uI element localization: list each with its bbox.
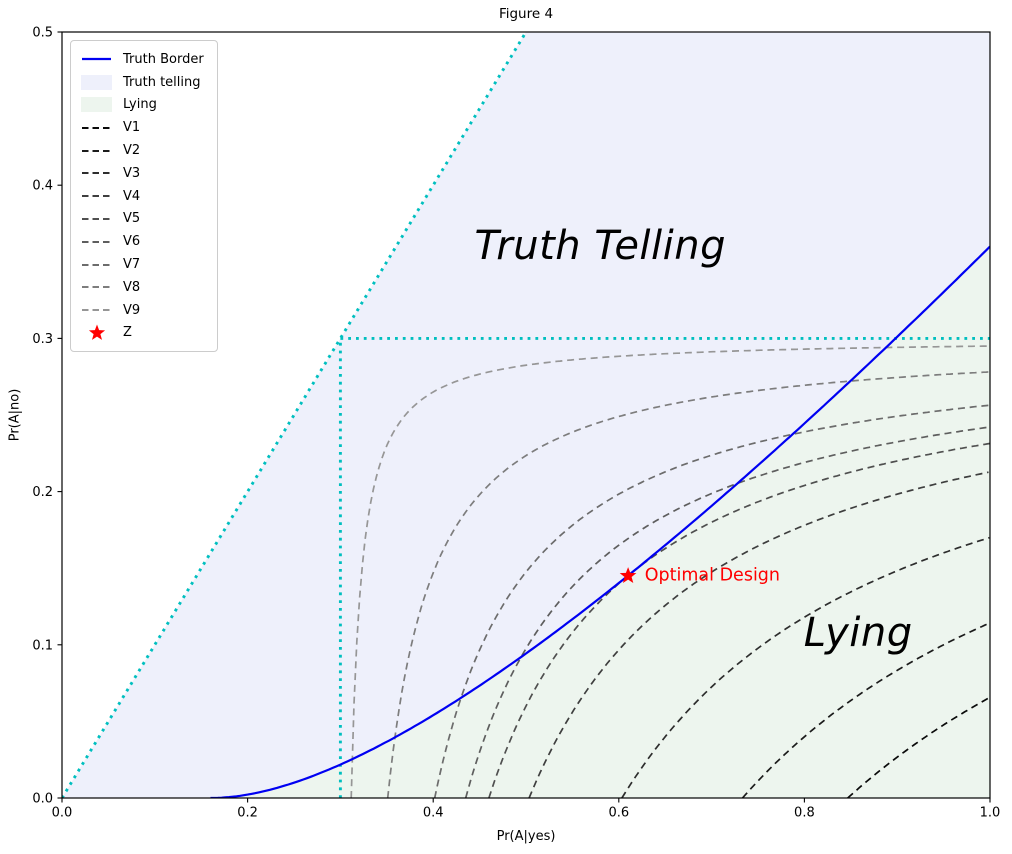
legend-line-glyph (81, 56, 112, 62)
legend-label: Truth telling (123, 74, 201, 90)
legend-label: V8 (123, 279, 141, 295)
y-axis-label: Pr(A|no) (7, 388, 23, 442)
legend-item-truth-telling: Truth telling (81, 71, 204, 94)
v-curve-v1 (847, 696, 990, 798)
x-axis-label: Pr(A|yes) (496, 829, 556, 844)
v-curve-v9 (350, 345, 989, 798)
legend-item-v9: V9 (81, 299, 204, 322)
legend-label: Truth Border (123, 51, 204, 67)
y-tick-label: 0.2 (32, 485, 53, 500)
legend-patch-glyph (81, 97, 112, 113)
y-tick-label: 0.4 (32, 179, 53, 194)
x-tick-label: 0.8 (794, 806, 815, 821)
legend-item-z: Z (81, 322, 204, 345)
legend-item-v4: V4 (81, 185, 204, 208)
legend-dash-glyph (81, 216, 112, 222)
truth-telling-region-fill (62, 32, 990, 798)
legend-label: V9 (123, 302, 141, 318)
y-tick-label: 0.3 (32, 332, 53, 347)
legend-dash-glyph (81, 193, 112, 199)
v-curve-v6 (464, 426, 990, 798)
optimal-design-label: Optimal Design (644, 565, 781, 586)
legend-item-lying: Lying (81, 94, 204, 117)
x-tick-label: 0.2 (237, 806, 258, 821)
legend-item-truth-border: Truth Border (81, 48, 204, 71)
legend-item-v7: V7 (81, 253, 204, 276)
x-tick-label: 1.0 (980, 806, 1001, 821)
v-curve-v3 (621, 536, 990, 798)
legend-item-v3: V3 (81, 162, 204, 185)
plot-data-layer (62, 32, 990, 798)
x-tick-label: 0.0 (52, 806, 73, 821)
legend-label: V5 (123, 211, 141, 227)
legend-dash-glyph (81, 307, 112, 313)
legend-dash-glyph (81, 148, 112, 154)
legend-label: Lying (123, 97, 157, 113)
legend: Truth Border Truth telling Lying V1 V2 V3 V4 V5… (70, 40, 218, 353)
legend-dash-glyph (81, 170, 112, 176)
v-curve-v8 (386, 371, 990, 798)
axes-spines (61, 31, 991, 799)
legend-item-v1: V1 (81, 116, 204, 139)
legend-label: V3 (123, 165, 141, 181)
y-tick-label: 0.0 (32, 792, 53, 807)
legend-label: V2 (123, 143, 141, 159)
legend-label: V1 (123, 120, 141, 136)
legend-label: V4 (123, 188, 141, 204)
legend-dash-glyph (81, 262, 112, 268)
legend-label: Z (123, 325, 132, 341)
legend-star-glyph (81, 323, 112, 342)
truth-border-line (210, 245, 990, 798)
y-tick-label: 0.1 (32, 638, 53, 653)
legend-item-v8: V8 (81, 276, 204, 299)
legend-patch-glyph (81, 74, 112, 90)
legend-item-v5: V5 (81, 208, 204, 231)
x-tick-label: 0.4 (423, 806, 444, 821)
lying-region-fill (210, 246, 990, 798)
legend-item-v2: V2 (81, 139, 204, 162)
legend-dash-glyph (81, 239, 112, 245)
legend-item-v6: V6 (81, 230, 204, 253)
x-tick-label: 0.6 (608, 806, 629, 821)
figure-title: Figure 4 (498, 6, 554, 22)
legend-dash-glyph (81, 125, 112, 131)
guide-diagonal (62, 32, 528, 798)
legend-label: V7 (123, 257, 141, 273)
legend-label: V6 (123, 234, 141, 250)
region-label-truth-telling: Truth Telling (474, 223, 727, 270)
region-label-lying: Lying (803, 609, 913, 656)
v-curve-v5 (488, 442, 990, 798)
optimal-design-star (619, 567, 637, 583)
legend-dash-glyph (81, 284, 112, 290)
v-curve-v4 (528, 471, 989, 798)
y-tick-label: 0.5 (32, 26, 53, 41)
